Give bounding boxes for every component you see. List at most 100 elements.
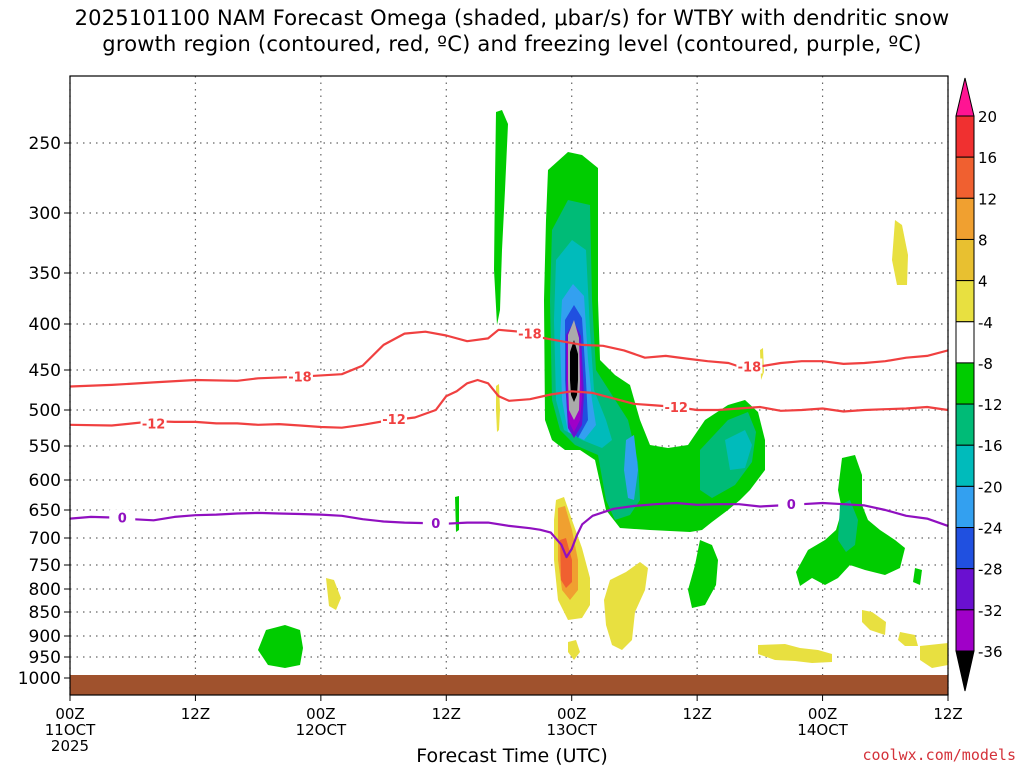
omega-region-yellow-d: [568, 640, 580, 660]
colorbar-label-11: -28: [978, 561, 1003, 579]
colorbar-swatch-8: [955, 444, 975, 487]
colorbar-swatch-6: [955, 362, 975, 405]
colorbar-swatch-0: [955, 115, 975, 158]
y-tick-label-1000: 1000: [18, 669, 61, 689]
omega-region-blue-lower: [624, 435, 638, 500]
colorbar-label-12: -32: [978, 602, 1003, 620]
x-tick-label-0-2: 2025: [51, 737, 89, 755]
contour-label-1-1: -12: [382, 413, 406, 428]
contour-label-bg-0-1: [516, 325, 543, 341]
y-tick-label-400: 400: [29, 315, 61, 335]
omega-region-green-d: [258, 625, 303, 668]
colorbar-swatch-3: [955, 238, 975, 282]
colorbar-swatch-12: [955, 609, 975, 652]
contour-label-bg-0-0: [286, 368, 313, 384]
omega-region-yellow-g: [862, 610, 886, 635]
axes-ticks: 250 300 350 400 450 500 550 600 650 700 750 800 850 9…: [18, 134, 963, 755]
colorbar-swatch-10: [955, 527, 975, 570]
contour-label-2-0: 0: [118, 511, 127, 526]
x-tick-label-0-1: 11OCT: [45, 721, 96, 739]
colorbar-swatch-7: [955, 403, 975, 446]
x-tick-label-12-0: 12Z: [181, 705, 210, 723]
y-tick-label-650: 650: [29, 501, 61, 521]
colorbar-label-8: -16: [978, 437, 1003, 455]
contour-label-2-2: 0: [787, 498, 796, 513]
y-tick-label-950: 950: [29, 648, 61, 668]
omega-region-yellow-c: [326, 578, 341, 610]
x-tick-label-48-1: 13OCT: [546, 721, 597, 739]
colorbar-label-9: -20: [978, 478, 1003, 496]
colorbar-label-0: 20: [978, 108, 997, 126]
contour-label-bg-2-0: [109, 509, 136, 525]
x-tick-label-48-0: 00Z: [557, 705, 586, 723]
chart-title-line-2: growth region (contoured, red, ºC) and f…: [102, 32, 922, 56]
y-tick-label-300: 300: [29, 204, 61, 224]
y-tick-label-700: 700: [29, 529, 61, 549]
contour-label-bg-1-0: [140, 415, 167, 431]
x-tick-label-24-1: 12OCT: [296, 721, 347, 739]
contour-label-1-0: -12: [142, 417, 166, 432]
chart-title-line-1: 2025101100 NAM Forecast Omega (shaded, μ…: [74, 6, 950, 30]
credit-link[interactable]: coolwx.com/models: [862, 746, 1016, 764]
colorbar-swatch-9: [955, 485, 975, 529]
contour-label-0-0: -18: [288, 371, 312, 386]
contour-label-bg-2-1: [422, 515, 449, 531]
omega-region-green-e: [455, 496, 459, 532]
x-tick-label-60-0: 12Z: [682, 705, 711, 723]
omega-region-cyan-right: [725, 430, 752, 470]
colorbar-swatch-11: [955, 568, 975, 611]
omega-region-yellow-i: [920, 643, 948, 668]
y-tick-label-550: 550: [29, 437, 61, 457]
colorbar-swatch-2: [955, 197, 975, 240]
contour-label-bg-1-2: [663, 398, 690, 414]
colorbar-swatch-1: [955, 156, 975, 199]
colorbar: 20 16 12 8 4 -4 -8 -12 -16 -20 -24 -28 -32 -36: [955, 77, 1003, 692]
x-tick-label-84-0: 12Z: [933, 705, 962, 723]
plot-frame: [69, 75, 949, 696]
omega-region-black: [570, 340, 578, 402]
y-tick-label-900: 900: [29, 627, 61, 647]
contour-line-1: [70, 378, 948, 429]
temperature-contours: -18 -18 -18 -12 -12 -12 0 0 0: [70, 325, 948, 559]
omega-region-green-a: [688, 540, 718, 608]
x-tick-label-0-0: 00Z: [55, 705, 84, 723]
colorbar-label-10: -24: [978, 520, 1003, 538]
contour-label-0-2: -18: [738, 361, 762, 376]
x-axis-label: Forecast Time (UTC): [416, 745, 608, 767]
colorbar-label-4: 4: [978, 273, 988, 291]
gridlines: [69, 76, 949, 695]
contour-label-bg-0-2: [736, 358, 763, 374]
omega-region-yellow-h: [898, 632, 918, 646]
omega-region-yellow-b: [604, 562, 648, 650]
colorbar-top-arrow: [955, 77, 975, 117]
colorbar-label-7: -12: [978, 396, 1003, 414]
x-tick-label-72-0: 00Z: [808, 705, 837, 723]
x-tick-label-36-0: 12Z: [432, 705, 461, 723]
contour-label-2-1: 0: [431, 517, 440, 532]
colorbar-label-2: 12: [978, 190, 997, 208]
y-tick-label-600: 600: [29, 471, 61, 491]
omega-region-green-tower: [494, 110, 508, 325]
colorbar-swatch-4: [955, 280, 975, 323]
colorbar-bottom-arrow: [955, 650, 975, 692]
omega-region-seagreen-b: [838, 500, 858, 552]
y-tick-label-800: 800: [29, 580, 61, 600]
colorbar-label-5: -4: [978, 314, 993, 332]
y-tick-label-500: 500: [29, 401, 61, 421]
contour-label-1-2: -12: [664, 401, 688, 416]
colorbar-swatch-5: [955, 321, 975, 364]
omega-region-green-c: [913, 568, 922, 585]
y-tick-label-450: 450: [29, 361, 61, 381]
y-tick-label-350: 350: [29, 264, 61, 284]
omega-region-yellow-f: [758, 644, 832, 663]
colorbar-label-3: 8: [978, 231, 988, 249]
terrain-ground: [70, 675, 948, 695]
x-tick-label-72-1: 14OCT: [797, 721, 848, 739]
contour-label-0-1: -18: [518, 328, 542, 343]
contour-label-bg-1-1: [381, 410, 408, 426]
omega-shading: [258, 110, 948, 668]
y-tick-label-750: 750: [29, 556, 61, 576]
omega-region-yellow-tower: [496, 384, 500, 432]
